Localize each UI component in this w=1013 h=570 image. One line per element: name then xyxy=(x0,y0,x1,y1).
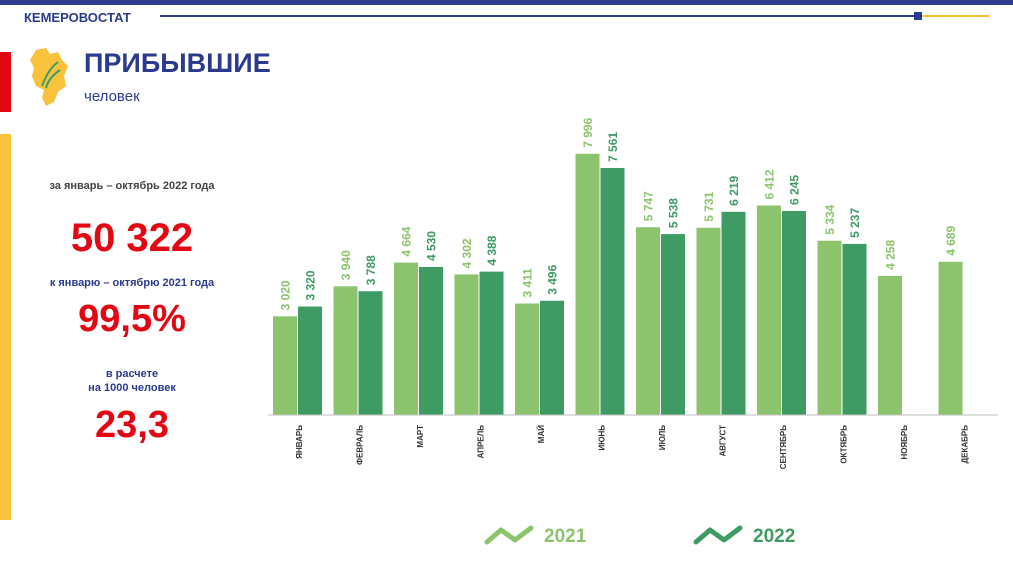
data-label-2021-2: 4 664 xyxy=(400,226,414,256)
bar-2021-9 xyxy=(817,240,842,415)
data-label-2021-7: 5 731 xyxy=(702,191,716,221)
bar-2021-5 xyxy=(575,153,600,415)
rate-label: в расчете на 1000 человек xyxy=(22,367,242,395)
data-label-2022-3: 4 388 xyxy=(485,235,499,265)
header-rule-accent xyxy=(922,15,989,17)
data-label-2021-6: 5 747 xyxy=(642,191,656,221)
data-label-2022-5: 7 561 xyxy=(606,132,620,162)
header-rule-marker xyxy=(914,12,922,20)
x-tick-label-2: МАРТ xyxy=(416,425,425,448)
x-tick-label-11: ДЕКАБРЬ xyxy=(961,425,970,464)
bar-2021-7 xyxy=(696,227,721,415)
bar-2021-10 xyxy=(878,275,902,415)
x-tick-label-4: МАЙ xyxy=(537,425,546,443)
total-value: 50 322 xyxy=(70,216,194,260)
data-label-2021-5: 7 996 xyxy=(581,117,595,147)
data-label-2022-7: 6 219 xyxy=(727,175,741,205)
data-label-2022-9: 5 237 xyxy=(848,208,862,238)
data-label-2021-9: 5 334 xyxy=(823,204,837,234)
legend-item-2021: 2021 xyxy=(484,523,586,551)
bar-2022-3 xyxy=(479,271,504,415)
rate-label-line-2: на 1000 человек xyxy=(88,382,176,394)
x-tick-label-1: ФЕВРАЛЬ xyxy=(356,425,365,465)
bar-2022-9 xyxy=(842,243,867,415)
bar-2021-8 xyxy=(757,205,781,415)
page-subtitle: человек xyxy=(84,88,140,105)
data-label-2022-2: 4 530 xyxy=(425,231,439,261)
bar-2022-1 xyxy=(358,291,383,415)
bar-2021-1 xyxy=(333,286,358,415)
org-name: КЕМЕРОВОСТАТ xyxy=(24,10,131,25)
rate-value: 23,3 xyxy=(95,404,169,446)
page-title: ПРИБЫВШИЕ xyxy=(84,48,271,78)
bar-2022-7 xyxy=(721,211,746,415)
data-label-2022-4: 3 496 xyxy=(546,264,560,294)
legend-label-2022: 2022 xyxy=(753,526,796,547)
data-label-2021-0: 3 020 xyxy=(279,280,293,310)
bar-2022-6 xyxy=(661,234,685,415)
legend-2022-swatch-icon xyxy=(693,525,743,545)
top-border xyxy=(0,0,1013,5)
data-label-2021-4: 3 411 xyxy=(521,268,535,298)
bar-2021-4 xyxy=(515,303,539,415)
bar-2021-2 xyxy=(394,262,418,415)
legend-label-2021: 2021 xyxy=(544,526,587,547)
data-label-2022-1: 3 788 xyxy=(364,255,378,285)
bar-2021-11 xyxy=(938,261,963,415)
x-tick-label-3: АПРЕЛЬ xyxy=(477,425,486,459)
compare-label: к январю – октябрю 2021 года xyxy=(49,277,215,289)
bar-2021-6 xyxy=(636,227,660,415)
bar-2021-0 xyxy=(273,316,297,415)
x-tick-label-0: ЯНВАРЬ xyxy=(295,425,304,459)
bar-2022-0 xyxy=(298,306,322,415)
bar-2021-3 xyxy=(454,274,479,415)
data-label-2021-1: 3 940 xyxy=(339,250,353,280)
bar-chart: 3 020 3 320 ЯНВАРЬ 3 940 3 788 ФЕВРАЛЬ 4 664 4 … xyxy=(268,117,998,470)
bar-2022-2 xyxy=(419,266,443,415)
bar-2022-5 xyxy=(600,167,625,415)
data-label-2021-8: 6 412 xyxy=(763,169,777,199)
legend-item-2022: 2022 xyxy=(693,523,795,551)
bar-2022-4 xyxy=(540,300,564,415)
bar-2022-8 xyxy=(782,210,806,415)
x-tick-label-5: ИЮНЬ xyxy=(598,425,607,451)
x-tick-label-10: НОЯБРЬ xyxy=(900,425,909,460)
data-label-2021-3: 4 302 xyxy=(460,238,474,268)
x-tick-label-7: АВГУСТ xyxy=(719,425,728,457)
side-accent-red xyxy=(0,52,11,112)
side-accent-yellow xyxy=(0,134,11,520)
x-tick-label-9: ОКТЯБРЬ xyxy=(840,425,849,464)
percent-value: 99,5% xyxy=(78,298,186,340)
x-tick-label-6: ИЮЛЬ xyxy=(658,425,667,450)
region-map-icon xyxy=(28,46,70,113)
period-label: за январь – октябрь 2022 года xyxy=(49,180,215,192)
data-label-2022-0: 3 320 xyxy=(304,270,318,300)
data-label-2022-8: 6 245 xyxy=(788,175,802,205)
legend-2021-swatch-icon xyxy=(484,525,534,545)
data-label-2021-11: 4 689 xyxy=(944,225,958,255)
data-label-2022-6: 5 538 xyxy=(667,198,681,228)
data-label-2021-10: 4 258 xyxy=(884,240,898,270)
x-tick-label-8: СЕНТЯБРЬ xyxy=(779,425,788,470)
rate-label-line-1: в расчете xyxy=(105,368,159,380)
header-rule xyxy=(160,15,917,17)
